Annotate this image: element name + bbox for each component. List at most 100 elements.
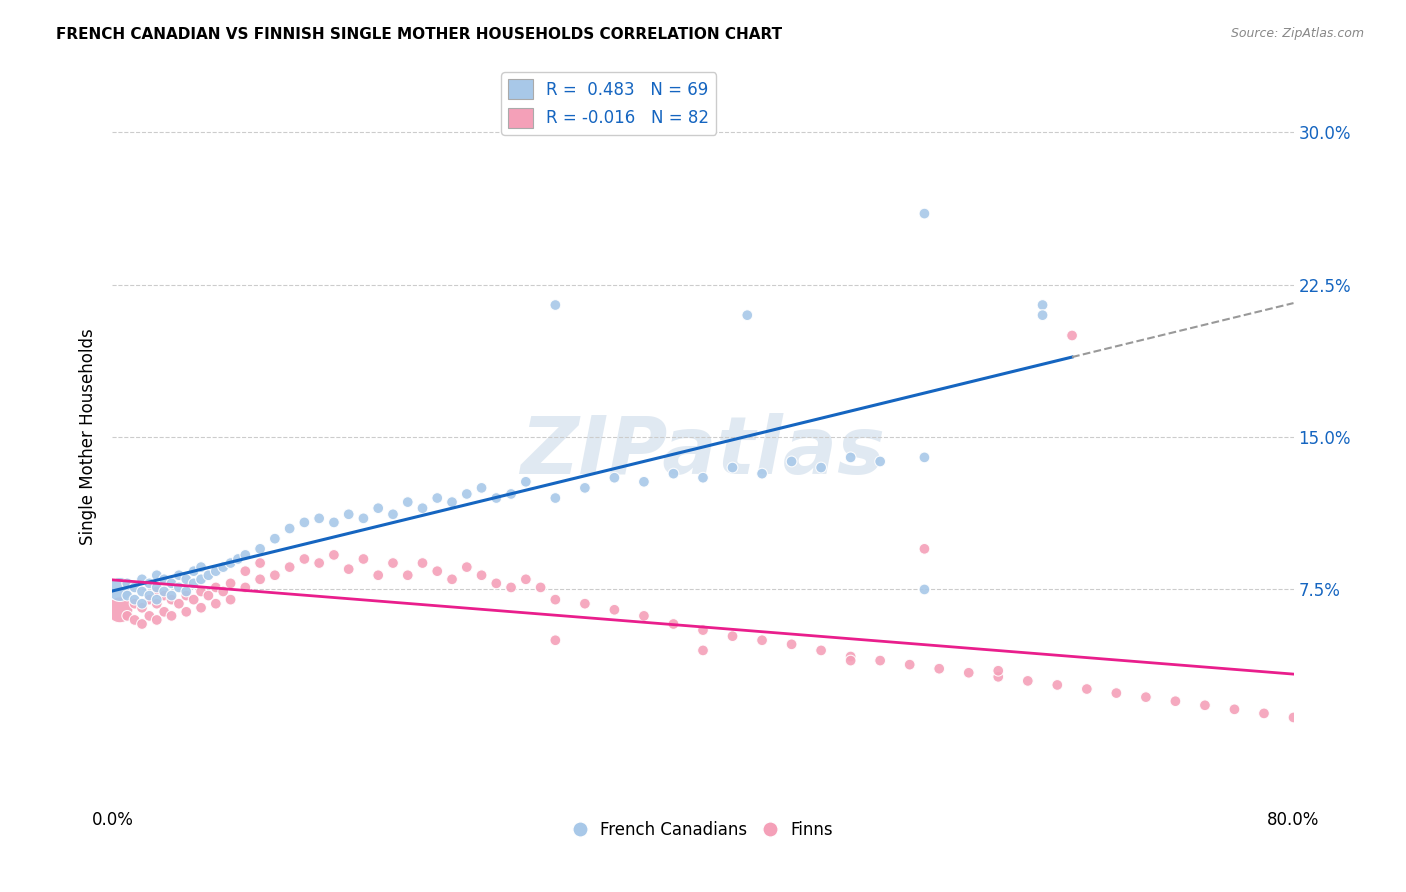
Point <box>226 552 249 566</box>
Point <box>692 623 714 637</box>
Point <box>987 664 1010 678</box>
Point <box>914 450 936 465</box>
Point <box>233 548 256 562</box>
Point <box>212 560 235 574</box>
Point <box>456 487 478 501</box>
Point <box>174 584 197 599</box>
Point <box>352 511 374 525</box>
Point <box>138 589 160 603</box>
Point <box>174 589 197 603</box>
Point <box>278 560 301 574</box>
Text: Source: ZipAtlas.com: Source: ZipAtlas.com <box>1230 27 1364 40</box>
Point <box>367 568 389 582</box>
Point <box>131 597 153 611</box>
Point <box>737 308 759 322</box>
Point <box>780 454 803 468</box>
Point <box>1032 308 1054 322</box>
Point <box>167 568 190 582</box>
Point <box>470 568 494 582</box>
Point <box>264 568 287 582</box>
Point <box>869 654 891 668</box>
Point <box>183 564 205 578</box>
Point <box>117 589 138 603</box>
Point <box>167 581 190 595</box>
Point <box>501 581 523 595</box>
Point <box>633 608 655 623</box>
Point <box>721 629 744 643</box>
Point <box>1223 702 1246 716</box>
Point <box>1017 673 1039 688</box>
Point <box>485 491 508 505</box>
Point <box>108 603 131 617</box>
Point <box>117 608 138 623</box>
Point <box>174 572 197 586</box>
Point <box>1194 698 1216 713</box>
Point <box>212 584 235 599</box>
Point <box>544 633 567 648</box>
Point <box>323 548 346 562</box>
Point <box>205 564 228 578</box>
Point <box>574 481 596 495</box>
Point <box>197 589 219 603</box>
Point <box>131 617 153 632</box>
Point <box>441 572 464 586</box>
Point <box>138 608 160 623</box>
Point <box>1076 681 1098 696</box>
Point <box>337 508 360 522</box>
Point <box>751 633 773 648</box>
Point <box>1135 690 1157 705</box>
Point <box>337 562 360 576</box>
Point <box>914 582 936 597</box>
Point <box>367 501 389 516</box>
Point <box>1105 686 1128 700</box>
Point <box>124 597 146 611</box>
Point <box>153 589 176 603</box>
Point <box>411 501 433 516</box>
Point <box>396 568 419 582</box>
Point <box>138 592 160 607</box>
Point <box>529 581 551 595</box>
Point <box>205 581 228 595</box>
Point <box>153 572 176 586</box>
Point <box>124 613 146 627</box>
Point <box>839 450 862 465</box>
Point <box>174 605 197 619</box>
Point <box>411 556 433 570</box>
Point <box>382 556 405 570</box>
Point <box>1253 706 1275 721</box>
Point <box>264 532 287 546</box>
Point <box>167 597 190 611</box>
Point <box>190 584 212 599</box>
Point <box>160 608 183 623</box>
Point <box>108 582 131 597</box>
Point <box>131 584 153 599</box>
Point <box>146 581 169 595</box>
Point <box>501 487 523 501</box>
Point <box>124 581 146 595</box>
Point <box>183 576 205 591</box>
Point <box>249 572 271 586</box>
Point <box>124 592 146 607</box>
Point <box>153 605 176 619</box>
Point <box>352 552 374 566</box>
Point <box>485 576 508 591</box>
Point <box>574 597 596 611</box>
Point <box>292 516 315 530</box>
Point <box>117 576 138 591</box>
Point <box>219 576 242 591</box>
Point <box>146 584 169 599</box>
Point <box>183 592 205 607</box>
Point <box>869 454 891 468</box>
Point <box>249 541 271 556</box>
Point <box>205 597 228 611</box>
Point <box>1164 694 1187 708</box>
Point <box>1062 328 1084 343</box>
Point <box>810 643 832 657</box>
Point <box>810 460 832 475</box>
Point <box>603 603 626 617</box>
Point <box>544 592 567 607</box>
Point <box>692 643 714 657</box>
Point <box>219 592 242 607</box>
Point <box>308 511 330 525</box>
Point <box>160 592 183 607</box>
